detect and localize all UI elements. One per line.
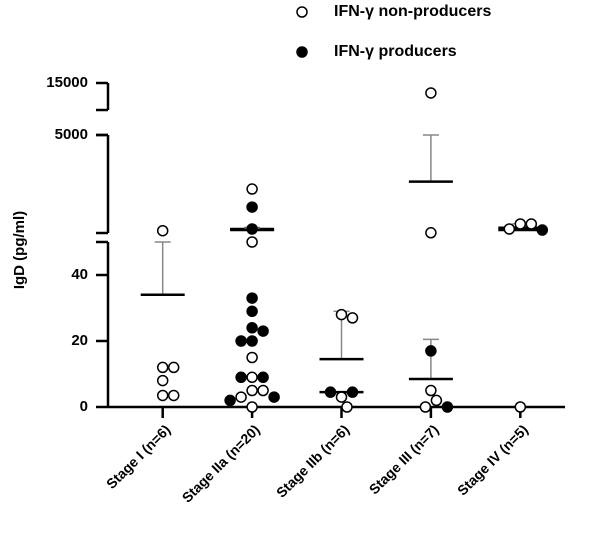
data-point bbox=[341, 401, 353, 413]
y-tick-label: 20 bbox=[71, 332, 88, 349]
data-point bbox=[246, 305, 258, 318]
data-point bbox=[235, 391, 247, 403]
data-point bbox=[268, 391, 280, 403]
x-tick-label: Stage I (n=6) bbox=[103, 421, 173, 491]
y-tick-label: 40 bbox=[71, 266, 88, 283]
data-point bbox=[156, 389, 169, 402]
y-tick-label: 5000 bbox=[55, 126, 88, 143]
y-tick-label: 15000 bbox=[46, 74, 88, 91]
data-point bbox=[246, 183, 258, 195]
data-point bbox=[257, 384, 269, 397]
x-tick-label: Stage IV (n=5) bbox=[454, 421, 531, 498]
data-point bbox=[430, 394, 443, 407]
data-point bbox=[235, 371, 247, 384]
data-point bbox=[536, 224, 549, 236]
data-point bbox=[346, 312, 359, 324]
data-point bbox=[246, 322, 258, 334]
data-point bbox=[246, 384, 258, 397]
data-point bbox=[335, 391, 348, 403]
data-point bbox=[167, 389, 180, 402]
data-point bbox=[425, 87, 437, 99]
legend-label: IFN-γ non-producers bbox=[334, 3, 491, 20]
data-point bbox=[246, 292, 258, 304]
data-point bbox=[514, 218, 527, 230]
data-point bbox=[257, 371, 269, 384]
x-tick-label: Stage IIa (n=20) bbox=[179, 421, 263, 505]
y-axis-label: IgD (pg/ml) bbox=[11, 211, 28, 289]
data-point bbox=[514, 401, 527, 413]
data-point bbox=[335, 308, 348, 321]
data-point bbox=[425, 384, 437, 397]
data-point bbox=[167, 361, 180, 374]
data-point bbox=[224, 394, 236, 407]
data-point bbox=[525, 218, 538, 230]
legend-marker bbox=[296, 6, 308, 18]
x-tick-label: Stage III (n=7) bbox=[366, 421, 442, 497]
data-point bbox=[235, 335, 247, 347]
data-point bbox=[246, 401, 258, 413]
data-point bbox=[156, 224, 169, 237]
data-point bbox=[425, 345, 437, 357]
data-point bbox=[246, 371, 258, 384]
legend-label: IFN-γ producers bbox=[334, 43, 457, 60]
data-point bbox=[156, 374, 169, 387]
data-point bbox=[324, 386, 337, 398]
data-point bbox=[419, 401, 432, 413]
data-point bbox=[246, 223, 258, 235]
y-tick-label: 0 bbox=[80, 398, 88, 415]
data-point bbox=[156, 361, 169, 374]
data-point bbox=[503, 223, 516, 235]
data-point bbox=[246, 351, 258, 364]
data-point bbox=[346, 386, 359, 398]
data-point bbox=[246, 335, 258, 347]
data-point bbox=[246, 201, 258, 213]
data-point bbox=[441, 401, 454, 413]
data-point bbox=[257, 325, 269, 337]
legend-marker bbox=[296, 46, 308, 58]
data-point bbox=[425, 227, 437, 239]
x-tick-label: Stage IIb (n=6) bbox=[273, 421, 352, 500]
data-point bbox=[246, 236, 258, 248]
